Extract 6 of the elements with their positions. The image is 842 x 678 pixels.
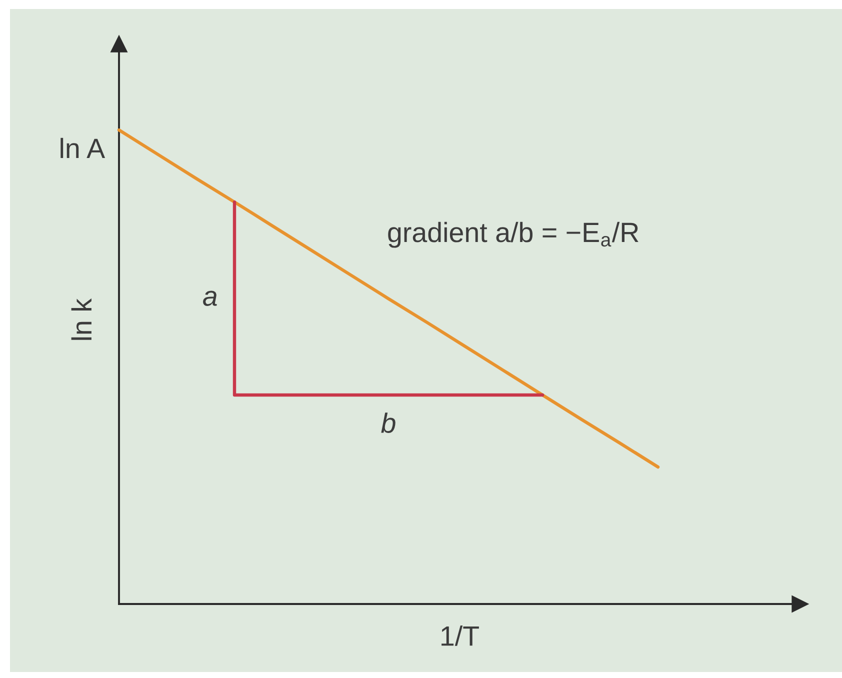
- annotation: a: [203, 290, 217, 306]
- annotation: b: [381, 412, 396, 433]
- y-axis-title: ln k: [71, 298, 92, 340]
- annotation: ln A: [60, 138, 106, 158]
- annotation: gradient a/b = −E$_{a}$/R: [388, 222, 638, 248]
- x-axis-title: 1/T: [442, 626, 479, 646]
